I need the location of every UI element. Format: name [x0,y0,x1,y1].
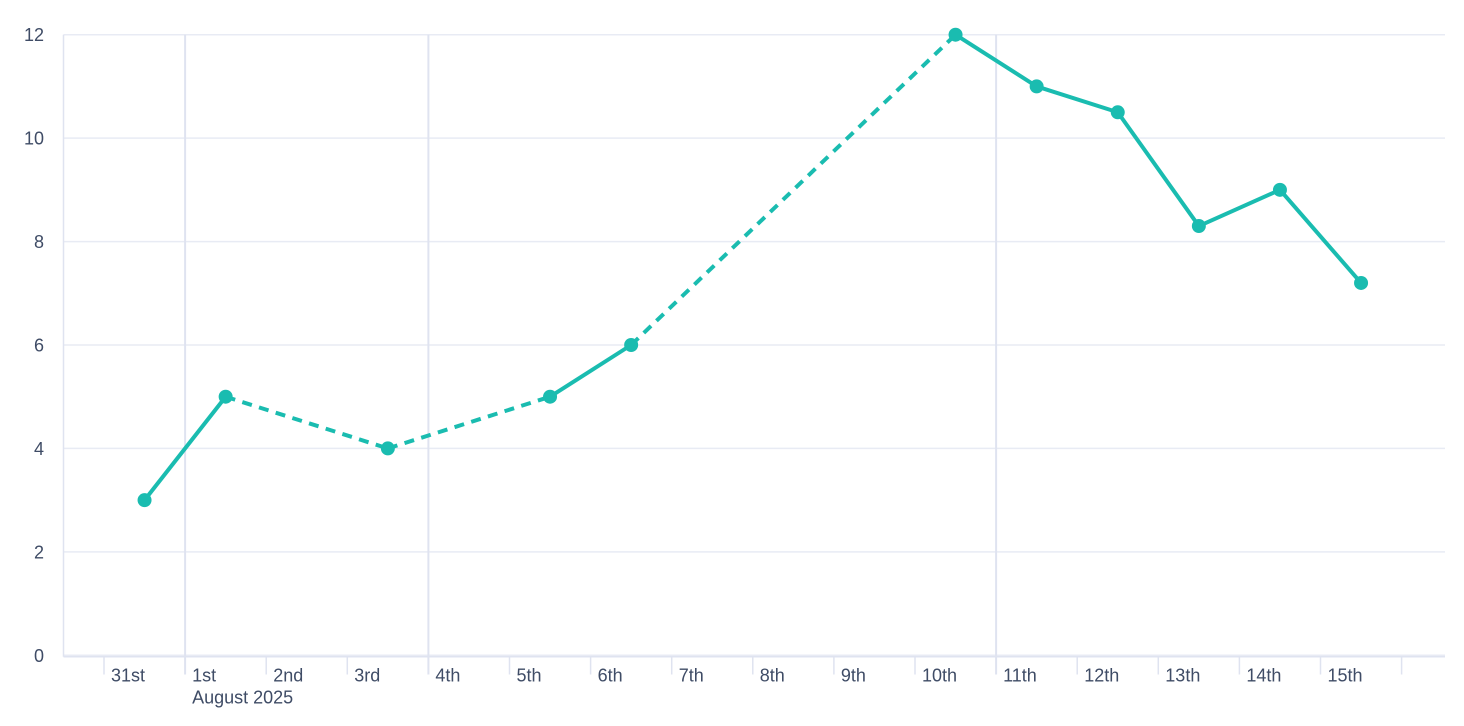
data-point-marker[interactable] [1191,219,1206,234]
x-axis-tick-label: 12th [1084,666,1119,686]
series-line-segment [548,343,634,399]
data-point-marker[interactable] [137,493,152,508]
series-line-segment [1277,187,1364,285]
series-line-segment-dashed [387,394,551,451]
data-point-marker[interactable] [1110,105,1125,120]
data-point-marker[interactable] [543,389,558,404]
x-axis-tick-label: 1st [192,666,216,686]
x-axis-tick-label: 14th [1246,666,1281,686]
x-axis-tick-label: 7th [679,666,704,686]
series-line-segment [142,394,228,503]
series-line-segment [1034,84,1120,115]
x-axis-tick-label: 31st [111,666,145,686]
x-axis-tick-label: 3rd [354,666,380,686]
data-point-marker[interactable] [1029,79,1044,94]
data-point-marker[interactable] [380,441,395,456]
series-line-segment [1196,187,1282,229]
y-axis-tick-label: 10 [24,129,44,149]
series-line-segment-dashed [629,33,957,347]
series-line-segment [953,32,1039,89]
x-axis-tick-label: 6th [598,666,623,686]
x-axis-tick-label: 11th [1003,666,1037,686]
data-point-marker[interactable] [218,389,233,404]
y-axis-tick-label: 6 [34,336,44,356]
data-point-marker[interactable] [1354,275,1369,290]
data-point-marker[interactable] [624,338,639,352]
y-axis-tick-label: 12 [24,25,44,45]
x-axis-tick-label: 8th [760,666,785,686]
series-line-segment-dashed [225,394,389,451]
data-point-marker[interactable] [1272,182,1287,197]
x-axis-tick-label: 9th [841,666,866,686]
x-axis-month-label: August 2025 [192,688,293,708]
x-axis-tick-label: 5th [517,666,542,686]
x-axis-tick-label: 15th [1328,666,1363,686]
x-axis-tick-label: 4th [435,666,460,686]
x-axis-tick-label: 2nd [273,666,303,686]
data-point-marker[interactable] [948,27,963,42]
x-axis-tick-label: 13th [1165,666,1200,686]
y-axis-tick-label: 2 [34,542,44,562]
y-axis-tick-label: 0 [34,646,44,666]
series-line-segment [1115,110,1201,229]
x-axis-tick-label: 10th [922,666,957,686]
y-axis-tick-label: 8 [34,232,44,252]
y-axis-tick-label: 4 [34,439,44,459]
